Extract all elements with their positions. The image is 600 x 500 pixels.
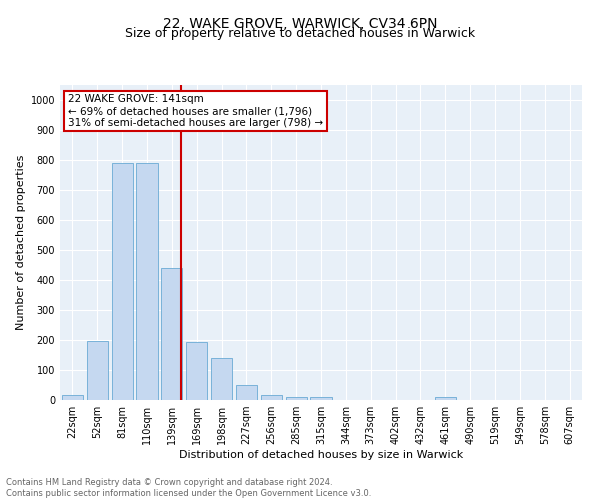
Bar: [236, 385, 257, 400]
Bar: [261, 395, 282, 400]
Text: 22 WAKE GROVE: 141sqm
← 69% of detached houses are smaller (1,796)
31% of semi-d: 22 WAKE GROVE: 141sqm ← 69% of detached …: [68, 94, 323, 128]
Bar: [211, 358, 232, 400]
Bar: [435, 396, 456, 400]
Bar: [112, 163, 133, 400]
Bar: [62, 394, 83, 400]
Bar: [87, 341, 108, 400]
Bar: [136, 163, 158, 400]
Bar: [161, 268, 182, 400]
Text: 22, WAKE GROVE, WARWICK, CV34 6PN: 22, WAKE GROVE, WARWICK, CV34 6PN: [163, 18, 437, 32]
Bar: [310, 396, 332, 400]
Text: Size of property relative to detached houses in Warwick: Size of property relative to detached ho…: [125, 28, 475, 40]
Y-axis label: Number of detached properties: Number of detached properties: [16, 155, 26, 330]
Bar: [286, 396, 307, 400]
X-axis label: Distribution of detached houses by size in Warwick: Distribution of detached houses by size …: [179, 450, 463, 460]
Bar: [186, 342, 207, 400]
Text: Contains HM Land Registry data © Crown copyright and database right 2024.
Contai: Contains HM Land Registry data © Crown c…: [6, 478, 371, 498]
